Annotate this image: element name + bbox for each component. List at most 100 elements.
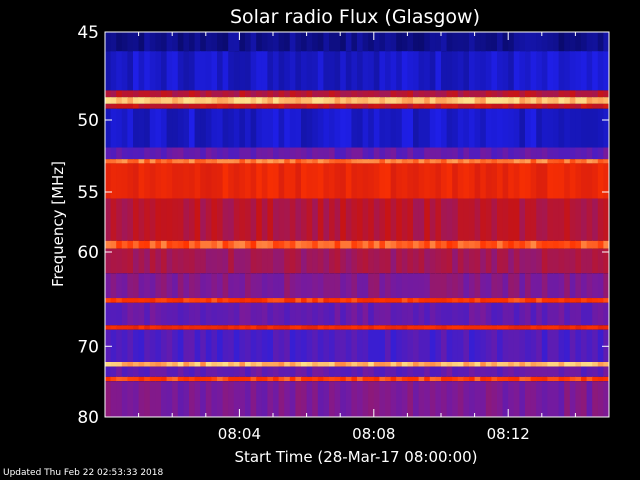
heatmap-cell — [340, 90, 347, 98]
heatmap-cell — [205, 97, 212, 104]
heatmap-cell — [396, 108, 403, 148]
heatmap-cell — [295, 362, 302, 367]
heatmap-cell — [222, 90, 229, 98]
heatmap-cell — [183, 298, 190, 303]
heatmap-cell — [362, 198, 369, 241]
heatmap-cell — [502, 51, 509, 91]
heatmap-cell — [317, 366, 324, 377]
heatmap-cell — [110, 51, 117, 91]
heatmap-cell — [508, 51, 515, 91]
heatmap-cell — [513, 90, 520, 98]
heatmap-cell — [351, 329, 358, 362]
heatmap-cell — [177, 32, 184, 52]
heatmap-cell — [301, 159, 308, 164]
heatmap-cell — [491, 198, 498, 241]
heatmap-cell — [211, 51, 218, 91]
heatmap-cell — [351, 163, 358, 199]
heatmap-cell — [396, 325, 403, 330]
heatmap-cell — [597, 381, 604, 417]
heatmap-cell — [519, 90, 526, 98]
heatmap-cell — [200, 108, 207, 148]
heatmap-cell — [217, 366, 224, 377]
heatmap-cell — [569, 381, 576, 417]
heatmap-cell — [513, 362, 520, 367]
heatmap-cell — [144, 366, 151, 377]
heatmap-cell — [228, 240, 235, 249]
heatmap-cell — [564, 97, 571, 104]
heatmap-cell — [256, 163, 263, 199]
heatmap-cell — [536, 90, 543, 98]
heatmap-cell — [603, 97, 609, 104]
heatmap-cell — [194, 51, 201, 91]
heatmap-cell — [200, 147, 207, 160]
heatmap-cell — [200, 248, 207, 274]
heatmap-cell — [564, 248, 571, 274]
heatmap-cell — [340, 32, 347, 52]
heatmap-cell — [211, 163, 218, 199]
heatmap-cell — [558, 97, 565, 104]
heatmap-cell — [575, 273, 582, 299]
heatmap-cell — [485, 302, 492, 326]
heatmap-cell — [295, 90, 302, 98]
heatmap-cell — [530, 198, 537, 241]
heatmap-cell — [536, 325, 543, 330]
heatmap-cell — [368, 108, 375, 148]
heatmap-cell — [116, 362, 123, 367]
heatmap-cell — [161, 108, 168, 148]
heatmap-cell — [306, 103, 313, 109]
heatmap-cell — [228, 198, 235, 241]
heatmap-cell — [250, 103, 257, 109]
heatmap-cell — [351, 366, 358, 377]
heatmap-cell — [497, 97, 504, 104]
heatmap-cell — [211, 159, 218, 164]
heatmap-cell — [441, 376, 448, 382]
heatmap-cell — [144, 90, 151, 98]
heatmap-cell — [133, 103, 140, 109]
heatmap-cell — [401, 302, 408, 326]
heatmap-cell — [166, 97, 173, 104]
heatmap-cell — [245, 381, 252, 417]
heatmap-cell — [250, 325, 257, 330]
heatmap-cell — [525, 103, 532, 109]
heatmap-cell — [312, 302, 319, 326]
heatmap-cell — [183, 97, 190, 104]
heatmap-cell — [586, 366, 593, 377]
heatmap-cell — [581, 108, 588, 148]
heatmap-cell — [133, 298, 140, 303]
heatmap-cell — [457, 325, 464, 330]
heatmap-cell — [401, 329, 408, 362]
heatmap-cell — [480, 366, 487, 377]
heatmap-cell — [592, 248, 599, 274]
heatmap-cell — [228, 366, 235, 377]
heatmap-cell — [183, 103, 190, 109]
heatmap-cell — [345, 97, 352, 104]
heatmap-cell — [317, 159, 324, 164]
heatmap-cell — [541, 51, 548, 91]
heatmap-cell — [250, 198, 257, 241]
heatmap-cell — [284, 163, 291, 199]
heatmap-cell — [256, 376, 263, 382]
heatmap-cell — [239, 366, 246, 377]
heatmap-cell — [155, 108, 162, 148]
heatmap-cell — [317, 108, 324, 148]
heatmap-cell — [362, 159, 369, 164]
heatmap-cell — [558, 32, 565, 52]
heatmap-cell — [233, 108, 240, 148]
heatmap-cell — [469, 240, 476, 249]
heatmap-cell — [306, 32, 313, 52]
heatmap-cell — [379, 198, 386, 241]
heatmap-cell — [205, 298, 212, 303]
heatmap-cell — [525, 302, 532, 326]
heatmap-cell — [177, 163, 184, 199]
heatmap-cell — [228, 381, 235, 417]
heatmap-cell — [424, 325, 431, 330]
heatmap-cell — [553, 366, 560, 377]
heatmap-cell — [205, 325, 212, 330]
heatmap-cell — [379, 366, 386, 377]
heatmap-cell — [592, 147, 599, 160]
heatmap-cell — [586, 108, 593, 148]
heatmap-cell — [189, 325, 196, 330]
heatmap-cell — [502, 298, 509, 303]
heatmap-cell — [564, 108, 571, 148]
heatmap-cell — [446, 302, 453, 326]
